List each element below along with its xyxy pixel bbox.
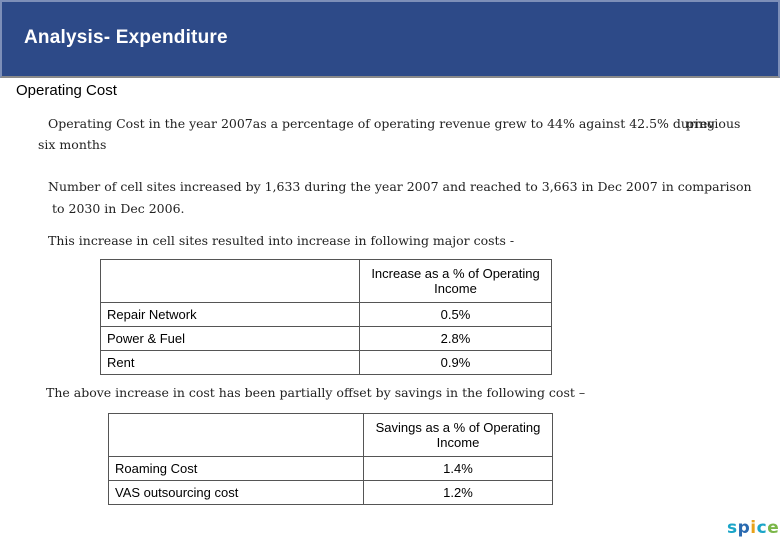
increase-table: Increase as a % of Operating Income Repa… <box>100 259 552 375</box>
paragraph-increase-intro: This increase in cell sites resulted int… <box>48 233 515 248</box>
row-label: Power & Fuel <box>100 326 360 351</box>
row-value: 1.2% <box>363 480 553 505</box>
table-header-row: Increase as a % of Operating Income <box>100 259 552 303</box>
paragraph-savings-intro: The above increase in cost has been part… <box>46 385 586 400</box>
table-header-row: Savings as a % of Operating Income <box>108 413 553 457</box>
spice-logo: spice <box>727 518 779 538</box>
paragraph-operating-cost-line1: Operating Cost in the year 2007as a perc… <box>48 116 715 131</box>
logo-letter: i <box>750 518 757 538</box>
paragraph-cell-sites-line2: to 2030 in Dec 2006. <box>52 201 185 216</box>
row-value: 1.4% <box>363 456 553 481</box>
paragraph-operating-cost-previous: previous <box>686 116 741 131</box>
table-row: Repair Network 0.5% <box>100 302 552 327</box>
logo-letter: s <box>727 518 738 538</box>
table-row: Rent 0.9% <box>100 350 552 375</box>
table-row: Power & Fuel 2.8% <box>100 326 552 351</box>
row-label: Roaming Cost <box>108 456 364 481</box>
table-header-empty <box>108 413 364 457</box>
row-value: 2.8% <box>359 326 552 351</box>
section-heading: Operating Cost <box>16 82 117 99</box>
page-title: Analysis- Expenditure <box>24 27 228 48</box>
table-header-empty <box>100 259 360 303</box>
table-row: VAS outsourcing cost 1.2% <box>108 480 553 505</box>
table-header-cell: Increase as a % of Operating Income <box>359 259 552 303</box>
row-label: VAS outsourcing cost <box>108 480 364 505</box>
row-value: 0.5% <box>359 302 552 327</box>
logo-letter: e <box>767 518 780 538</box>
table-header-cell: Savings as a % of Operating Income <box>363 413 553 457</box>
row-label: Rent <box>100 350 360 375</box>
paragraph-operating-cost-line2: six months <box>38 137 107 152</box>
row-label: Repair Network <box>100 302 360 327</box>
table-row: Roaming Cost 1.4% <box>108 456 553 481</box>
paragraph-cell-sites-line1: Number of cell sites increased by 1,633 … <box>48 179 752 194</box>
title-bar: Analysis- Expenditure <box>0 0 780 78</box>
savings-table: Savings as a % of Operating Income Roami… <box>108 413 553 505</box>
logo-letter: p <box>737 518 751 538</box>
logo-letter: c <box>756 518 768 538</box>
row-value: 0.9% <box>359 350 552 375</box>
